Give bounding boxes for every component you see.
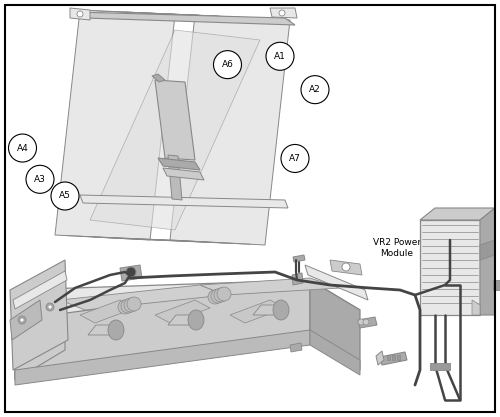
Circle shape [279,10,285,16]
Circle shape [26,165,54,193]
Circle shape [214,50,242,79]
Polygon shape [392,355,395,360]
Polygon shape [15,280,360,320]
Polygon shape [397,355,400,360]
Polygon shape [290,343,302,352]
Polygon shape [80,195,288,208]
Circle shape [127,297,141,311]
Polygon shape [387,355,390,360]
Polygon shape [305,265,368,300]
Polygon shape [170,15,290,245]
Polygon shape [10,260,68,370]
Circle shape [77,11,83,17]
Circle shape [48,305,52,309]
Text: A6: A6 [222,60,234,69]
Polygon shape [15,330,310,385]
Circle shape [301,75,329,104]
Ellipse shape [108,320,124,340]
Polygon shape [480,208,495,315]
Polygon shape [80,300,135,323]
Polygon shape [168,155,182,200]
Polygon shape [55,10,175,240]
Circle shape [266,42,294,70]
Circle shape [121,299,135,313]
Circle shape [281,144,309,173]
Text: A5: A5 [59,191,71,201]
Polygon shape [120,265,142,281]
Polygon shape [230,300,285,323]
Circle shape [363,319,369,325]
Polygon shape [75,12,295,25]
Polygon shape [380,352,407,365]
Polygon shape [270,8,297,18]
Polygon shape [88,325,120,335]
Circle shape [211,289,225,303]
Polygon shape [155,300,210,323]
Polygon shape [90,30,260,230]
Text: A7: A7 [289,154,301,163]
Polygon shape [60,285,225,310]
Circle shape [20,318,24,322]
Text: A1: A1 [274,52,286,61]
Polygon shape [15,290,65,380]
Polygon shape [168,315,200,325]
Circle shape [208,290,222,304]
Polygon shape [152,74,165,82]
Text: VR2 Power
Module: VR2 Power Module [373,238,421,258]
Ellipse shape [188,310,204,330]
Circle shape [126,267,136,277]
Polygon shape [293,255,305,262]
Text: A3: A3 [34,175,46,184]
Polygon shape [292,273,303,285]
Polygon shape [10,300,42,340]
Polygon shape [310,280,360,370]
Polygon shape [15,280,310,380]
Circle shape [217,287,231,301]
Polygon shape [480,240,495,260]
Circle shape [46,303,54,311]
Polygon shape [430,363,450,370]
Circle shape [18,316,26,324]
Circle shape [8,134,36,162]
Circle shape [118,300,132,314]
Polygon shape [376,351,384,365]
Circle shape [51,182,79,210]
Circle shape [124,298,138,312]
Ellipse shape [273,300,289,320]
Polygon shape [70,8,90,20]
Polygon shape [310,330,360,375]
Polygon shape [163,168,204,180]
Polygon shape [358,317,377,328]
Circle shape [214,288,228,302]
Polygon shape [420,220,480,315]
Text: A4: A4 [16,143,28,153]
Circle shape [342,263,350,271]
Polygon shape [155,80,195,160]
Polygon shape [330,260,362,275]
Polygon shape [13,271,67,309]
Text: A2: A2 [309,85,321,94]
Polygon shape [158,158,200,170]
Polygon shape [493,280,500,290]
Polygon shape [472,300,480,315]
Polygon shape [253,305,285,315]
Circle shape [358,319,364,325]
Polygon shape [200,278,340,295]
Polygon shape [420,208,495,220]
